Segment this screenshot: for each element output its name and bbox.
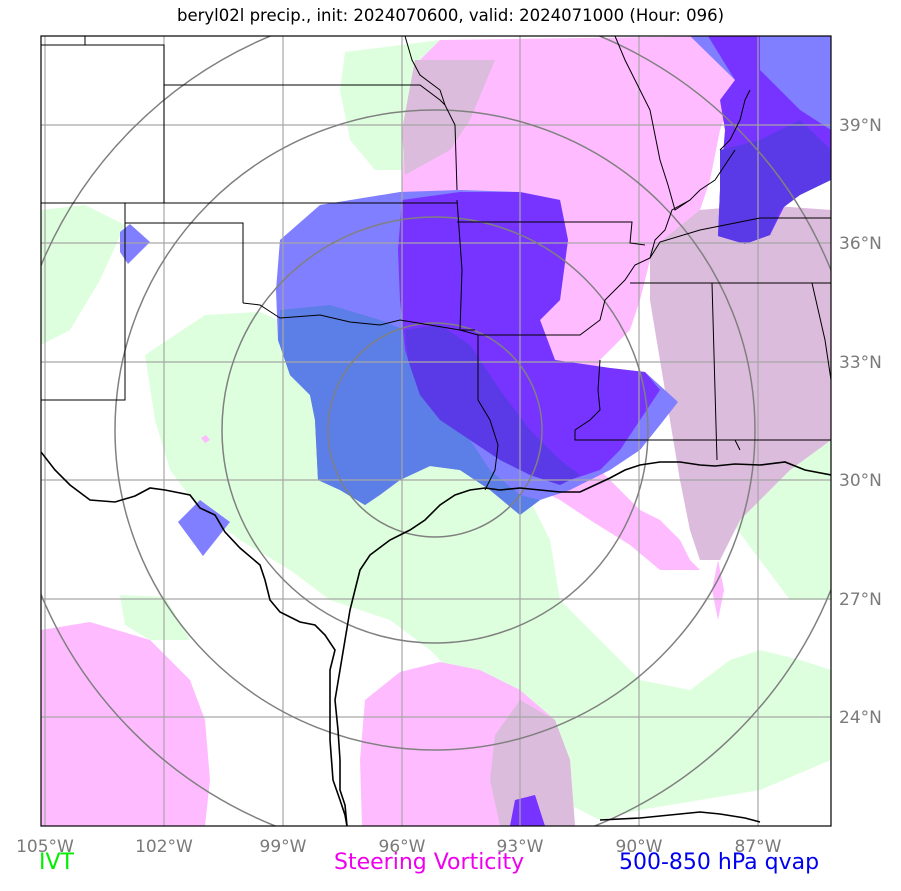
legend-qvap: 500-850 hPa qvap — [619, 850, 820, 875]
qvap-west-blob — [120, 224, 150, 264]
ivt-region-southwest — [120, 595, 190, 640]
overlap-south — [490, 700, 575, 826]
lon-label-87w: 87°W — [735, 837, 782, 857]
plot-title: beryl02l precip., init: 2024070600, vali… — [176, 6, 725, 25]
plot-frame — [40, 35, 832, 827]
ivt-vorticity-overlap — [402, 60, 831, 826]
lat-label-33n: 33°N — [839, 353, 882, 373]
lat-label-36n: 36°N — [839, 234, 882, 254]
qvap-darker-region — [405, 325, 580, 485]
lon-label-90w: 90°W — [616, 837, 663, 857]
qvap-field — [120, 36, 831, 826]
overlap-east — [650, 205, 831, 560]
vorticity-dot — [201, 435, 210, 443]
lon-label-99w: 99°W — [260, 837, 307, 857]
qvap-southwest-blob — [178, 500, 230, 556]
lat-label-24n: 24°N — [839, 708, 882, 728]
lat-label-30n: 30°N — [839, 471, 882, 491]
qvap-northeast-light — [690, 36, 831, 150]
ivt-region-west — [41, 205, 125, 345]
coastline — [41, 451, 831, 826]
lat-label-39n: 39°N — [839, 116, 882, 136]
range-ring-3 — [114, 109, 756, 751]
latitude-labels: 39°N 36°N 33°N 30°N 27°N 24°N — [839, 116, 882, 728]
lat-label-27n: 27°N — [839, 590, 882, 610]
legend-steering-vorticity: Steering Vorticity — [334, 850, 525, 875]
range-ring-2 — [221, 216, 649, 644]
qvap-northeast-darker — [718, 120, 831, 244]
lon-label-93w: 93°W — [497, 837, 544, 857]
longitude-labels: 105°W 102°W 99°W 96°W 93°W 90°W 87°W — [16, 837, 782, 857]
lon-label-96w: 96°W — [379, 837, 426, 857]
qvap-south-blob — [510, 795, 545, 826]
range-ring-inner — [327, 322, 543, 538]
state-borders — [41, 36, 831, 491]
lon-label-102w: 102°W — [135, 837, 193, 857]
legend-ivt: IVT — [39, 850, 74, 875]
qvap-mid-region — [278, 305, 540, 515]
lon-label-105w: 105°W — [16, 837, 74, 857]
range-rings — [41, 36, 831, 826]
